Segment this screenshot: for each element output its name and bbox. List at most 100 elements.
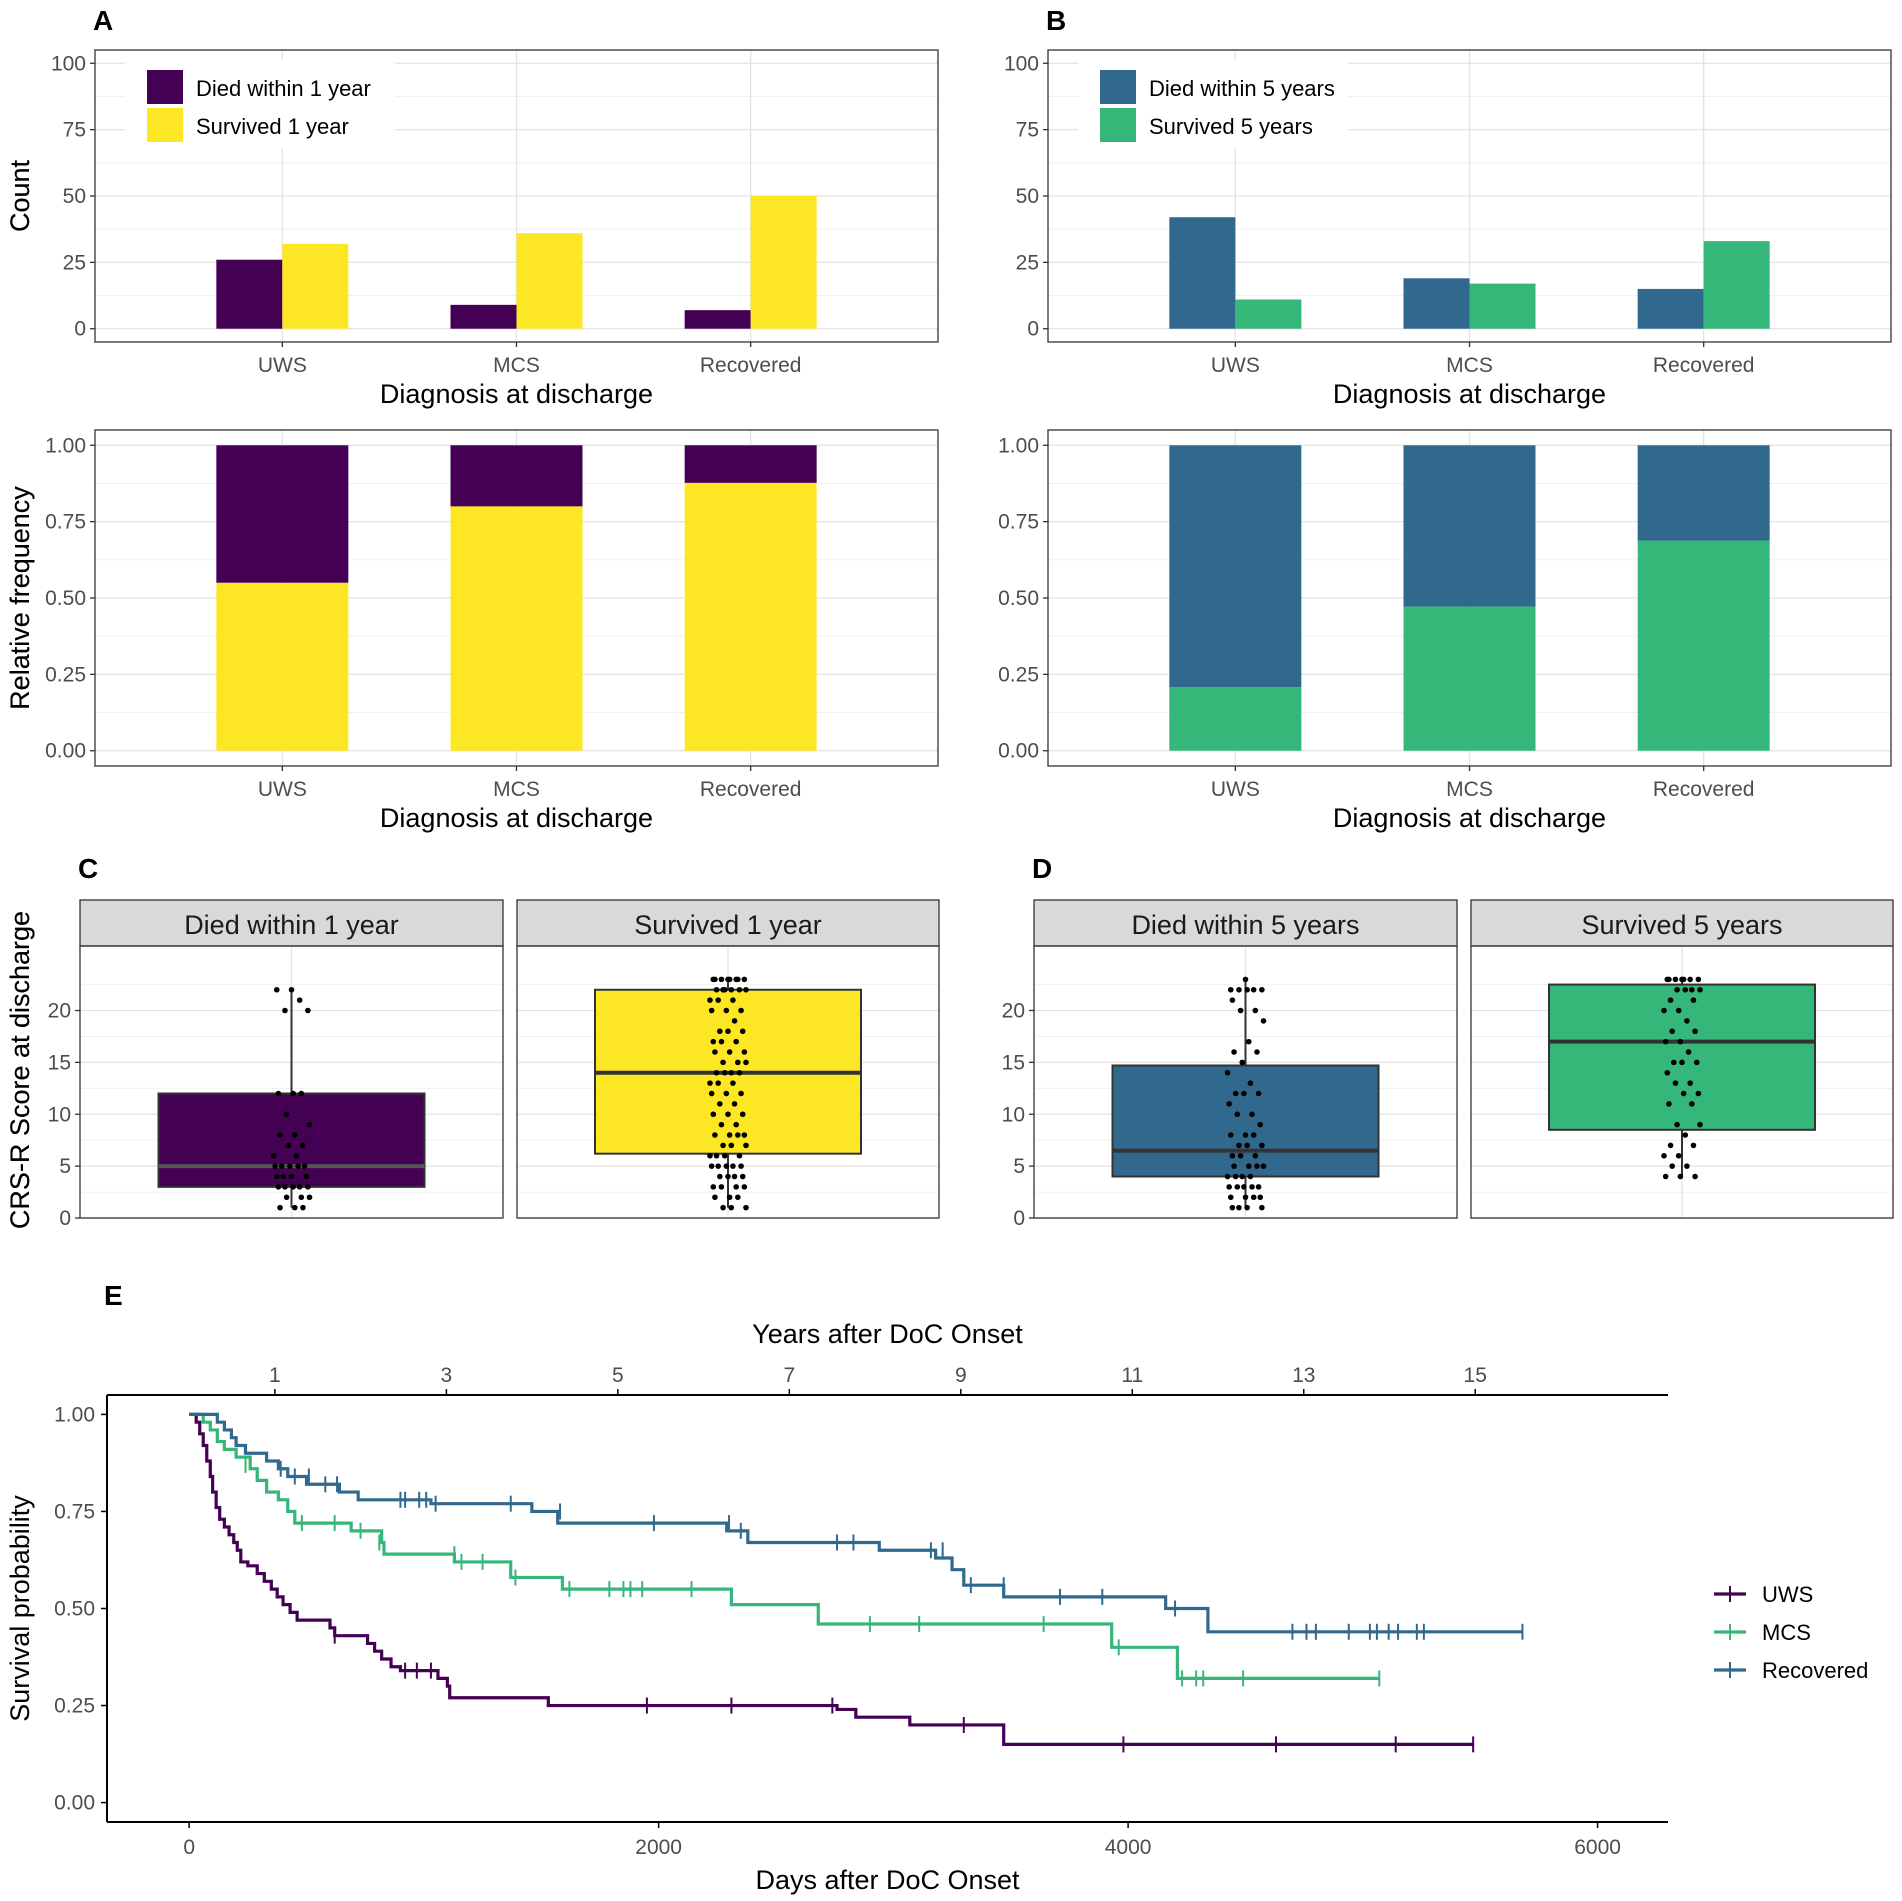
jitter-point [305,1007,311,1014]
jitter-point [1690,1142,1697,1149]
panel-letter-e: E [104,1280,123,1311]
y-tick-label: 0.00 [45,740,86,763]
jitter-point [720,1142,726,1149]
jitter-point [712,1049,718,1055]
jitter-point [1259,1142,1265,1149]
legend-label: Recovered [1762,1658,1868,1683]
jitter-point [1232,1090,1239,1097]
jitter-point [306,1121,313,1128]
jitter-point [1675,1007,1682,1014]
jitter-point [1687,1080,1693,1086]
jitter-point [1662,1038,1669,1045]
jitter-point [726,976,733,983]
jitter-point [1674,986,1680,993]
panel-letter-d: D [1032,853,1052,884]
panel-letter-b: B [1046,5,1066,36]
jitter-point [733,1038,739,1045]
facet-strip-label: Died within 5 years [1131,910,1359,940]
jitter-point [736,1152,743,1159]
jitter-point [1229,997,1236,1003]
stacked-bar-A-bottom-0-1 [450,506,583,751]
y-axis-title: CRS-R Score at discharge [5,911,35,1229]
bar-A-top-1-1 [516,233,583,329]
jitter-point [708,1163,715,1169]
y-tick-label: 0.25 [998,663,1039,686]
jitter-point [1672,1080,1679,1086]
x-tick-label: UWS [258,778,307,801]
jitter-point [726,1194,733,1201]
y-tick-label: 0.25 [45,663,86,686]
jitter-point [1242,1194,1249,1201]
jitter-point [713,986,720,993]
jitter-point [1257,1194,1264,1201]
jitter-point [730,1163,736,1169]
legend-label: Survived 5 years [1149,114,1313,139]
jitter-point [735,1194,741,1201]
jitter-point [1249,1184,1255,1190]
box-0 [1111,1064,1380,1178]
y-tick-label: 50 [1016,185,1039,208]
y-tick-label: 0.00 [54,1792,95,1815]
jitter-point [270,1152,277,1159]
jitter-point [1234,1184,1241,1190]
bar-B-top-0-0 [1169,217,1236,329]
jitter-point [728,1142,735,1149]
bar-A-top-0-0 [216,259,283,329]
jitter-point [710,1038,717,1045]
jitter-point [1669,1028,1675,1035]
y-axis-title: Count [5,159,35,232]
jitter-point [273,1173,280,1180]
jitter-point [739,1173,746,1180]
y-tick-label: 15 [48,1051,71,1074]
x-axis-title: Diagnosis at discharge [1333,379,1606,409]
jitter-point [712,976,718,983]
panel-letters: A B C D E [78,5,1066,1311]
jitter-point [1674,1121,1680,1128]
jitter-point [291,1204,298,1211]
jitter-point [1239,1173,1246,1180]
y-tick-label: 1.00 [54,1403,95,1426]
jitter-point [296,1184,303,1190]
jitter-point [1666,1101,1672,1107]
jitter-point [1224,1173,1231,1180]
jitter-point [739,1028,746,1035]
jitter-point [1690,997,1697,1003]
y-axis-title: Count [5,159,35,232]
jitter-point [739,1111,746,1118]
jitter-point [741,1049,748,1055]
x-tick-label: MCS [1446,778,1493,801]
x-tick-label: 2000 [635,1836,682,1859]
jitter-point [285,1142,292,1149]
jitter-point [712,1194,718,1201]
y-tick-label: 75 [1016,119,1039,142]
jitter-point [1242,1132,1249,1138]
x2-tick-label: 11 [1121,1364,1143,1387]
jitter-point [725,1173,731,1180]
facet-strip-label: Survived 1 year [634,910,822,940]
y-tick-label: 10 [1002,1103,1025,1126]
jitter-point [1239,1059,1246,1066]
jitter-point [1227,986,1234,993]
jitter-point [287,1163,293,1169]
box-0 [157,1092,426,1188]
jitter-point [1675,1152,1682,1159]
A-top-legend: Died within 1 year Survived 1 year [125,60,395,148]
jitter-point [715,997,721,1003]
y-axis-title: CRS-R Score at discharge [5,911,35,1229]
stacked-bar-A-bottom-1-1 [450,445,583,507]
jitter-point [1685,1049,1692,1055]
jitter-point [1226,1184,1232,1190]
y-tick-label: 1.00 [45,434,86,457]
jitter-point [1687,976,1693,983]
legend-key-0 [147,70,183,104]
facet-strip [1033,899,1458,947]
jitter-point [733,1184,739,1190]
legend-key-0 [1100,70,1136,104]
jitter-point [720,1059,726,1066]
jitter-point [743,1204,749,1211]
jitter-point [721,1069,728,1076]
jitter-point [290,1184,296,1190]
facet-strip-label: Survived 5 years [1581,910,1782,940]
jitter-point [743,1059,749,1066]
